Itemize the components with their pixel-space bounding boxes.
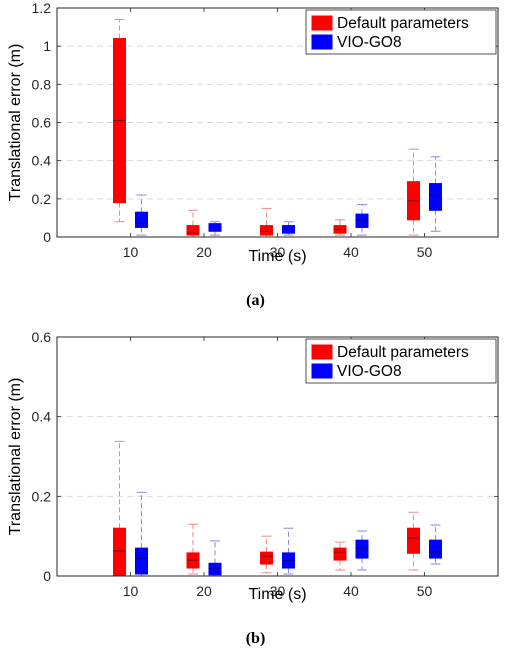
legend-swatch xyxy=(311,34,333,50)
box xyxy=(429,539,442,559)
x-tick-label: 50 xyxy=(417,244,433,260)
box xyxy=(186,225,200,236)
y-tick-label: 0 xyxy=(43,568,51,584)
figure-caption: (b) xyxy=(246,630,266,647)
box xyxy=(407,527,420,554)
y-axis-label: Translational error (m) xyxy=(7,44,24,202)
x-tick-label: 20 xyxy=(196,583,212,599)
x-tick-label: 30 xyxy=(270,583,286,599)
x-tick-label: 10 xyxy=(123,583,139,599)
chart-a: 0 0.2 0.4 0.6 0.8 1 1.2 10 20 30 40 50 Time (s) Trans… xyxy=(7,0,499,309)
legend-swatch xyxy=(311,363,333,379)
box xyxy=(333,547,347,561)
legend-box xyxy=(305,9,497,55)
box xyxy=(429,183,442,211)
y-tick-label: 0.4 xyxy=(32,153,52,169)
box xyxy=(135,211,148,228)
legend-swatch xyxy=(311,344,333,360)
y-tick-label: 0.2 xyxy=(32,488,52,504)
x-tick-label: 10 xyxy=(123,244,139,260)
box xyxy=(208,562,222,576)
box xyxy=(260,551,273,565)
x-axis-label: Time (s) xyxy=(248,586,306,603)
y-tick-label: 0.6 xyxy=(32,329,52,345)
legend-swatch xyxy=(311,15,333,31)
legend-label: VIO-GO8 xyxy=(337,34,402,51)
x-tick-label: 20 xyxy=(196,244,212,260)
y-tick-label: 1 xyxy=(43,38,51,54)
legend-label: Default parameters xyxy=(337,344,469,361)
legend-label: Default parameters xyxy=(337,15,469,32)
legend-box xyxy=(305,338,497,384)
legend-label: VIO-GO8 xyxy=(337,363,402,380)
y-axis-label: Translational error (m) xyxy=(7,378,24,536)
x-tick-label: 50 xyxy=(417,583,433,599)
x-axis-label: Time (s) xyxy=(248,248,306,265)
box xyxy=(135,547,148,575)
y-tick-label: 0.6 xyxy=(32,115,52,131)
y-tick-label: 1.2 xyxy=(32,0,52,16)
x-tick-label: 40 xyxy=(343,244,359,260)
figure-caption: (a) xyxy=(246,292,265,309)
y-tick-label: 0 xyxy=(43,229,51,245)
chart-b: 0 0.2 0.4 0.6 10 20 30 40 50 Time (s) Translationa… xyxy=(7,329,499,647)
box xyxy=(260,225,273,236)
y-tick-label: 0.2 xyxy=(32,191,52,207)
x-tick-label: 40 xyxy=(343,583,359,599)
y-tick-label: 0.4 xyxy=(32,409,52,425)
box xyxy=(113,527,126,577)
box xyxy=(355,213,369,228)
y-tick-label: 0.8 xyxy=(32,76,52,92)
box xyxy=(355,539,369,559)
x-tick-label: 30 xyxy=(270,244,286,260)
